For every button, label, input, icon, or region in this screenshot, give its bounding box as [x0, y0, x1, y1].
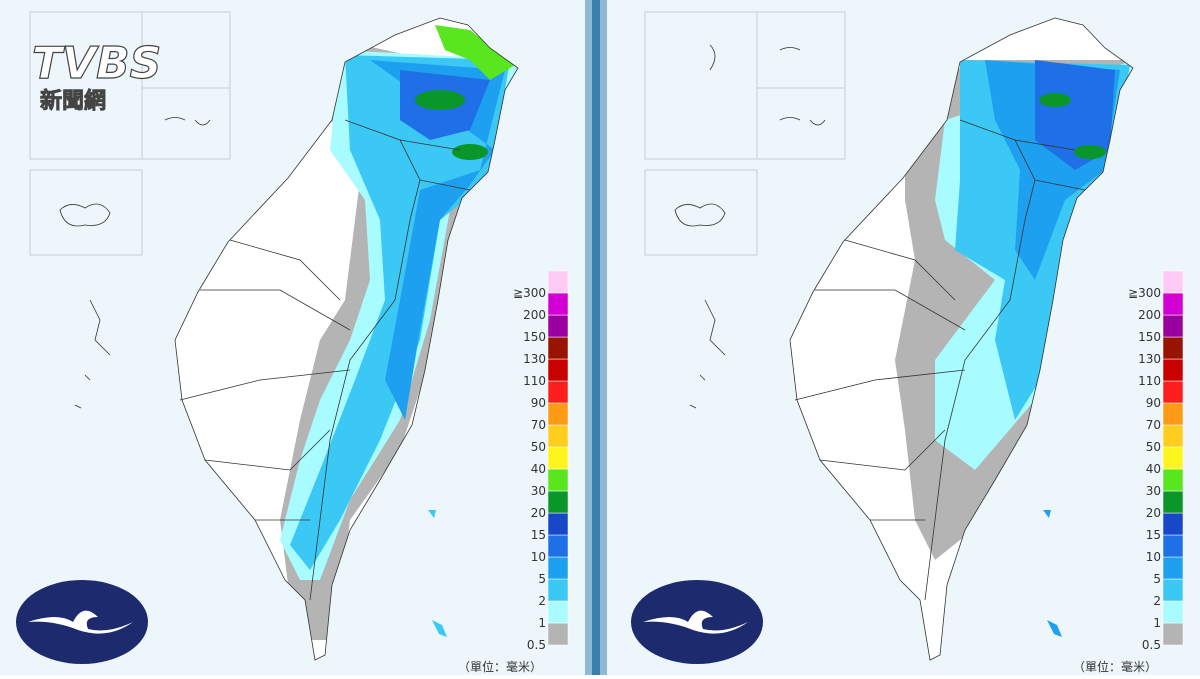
legend-swatch: [1162, 534, 1184, 558]
island: [164, 117, 211, 126]
legend-swatch: [547, 314, 569, 338]
legend-label: 200: [1138, 308, 1161, 322]
legend-swatch: [547, 292, 569, 316]
legend-swatch: [1162, 270, 1184, 294]
legend-swatch: [547, 468, 569, 492]
county-border: [794, 119, 1086, 601]
legend-label: 150: [523, 330, 546, 344]
logo-brand: TVBS: [32, 38, 161, 89]
legend-swatch: [1162, 358, 1184, 382]
legend-label: 90: [531, 396, 546, 410]
legend-swatch: [547, 512, 569, 536]
legend-swatch: [547, 358, 569, 382]
legend-label: 90: [1146, 396, 1161, 410]
legend-label: 1: [1153, 616, 1161, 630]
legend-label: 30: [1146, 484, 1161, 498]
legend-swatch: [1162, 512, 1184, 536]
tvbs-logo: TVBS 新聞網: [31, 37, 161, 114]
legend-label: 15: [1146, 528, 1161, 542]
legend-swatch: [547, 424, 569, 448]
legend-swatch: [547, 446, 569, 470]
island: [674, 203, 726, 227]
map-panel: [631, 11, 1134, 664]
legend-label: 40: [1146, 462, 1161, 476]
legend-swatch: [547, 578, 569, 602]
rainfall: [280, 25, 518, 640]
county-border: [179, 119, 471, 601]
legend-swatch: [1162, 578, 1184, 602]
legend-swatch: [1162, 402, 1184, 426]
legend-swatch: [1162, 468, 1184, 492]
legend-label: 70: [1146, 418, 1161, 432]
legend-swatch: [547, 270, 569, 294]
legend-label: 50: [531, 440, 546, 454]
legend-label: 0.5: [527, 638, 546, 652]
legend-label: 200: [523, 308, 546, 322]
legend-swatch: [1162, 622, 1184, 646]
legend-swatch: [1162, 556, 1184, 580]
legend-swatch: [547, 402, 569, 426]
legend-swatch: [1162, 314, 1184, 338]
legend-swatch: [547, 600, 569, 624]
legend-label: ≧300: [513, 286, 546, 300]
legend-label: 2: [1153, 594, 1161, 608]
legend-label: 30: [531, 484, 546, 498]
island: [709, 44, 826, 126]
cwb-swirl: [28, 610, 133, 634]
legend-swatch: [547, 556, 569, 580]
legend-label: 70: [531, 418, 546, 432]
legend-label: 10: [531, 550, 546, 564]
legend-label: 2: [538, 594, 546, 608]
island: [74, 299, 111, 409]
legend-swatch: [547, 380, 569, 404]
legend-swatch: [1162, 292, 1184, 316]
legend-swatch: [1162, 380, 1184, 404]
unit-label: （單位：毫米）: [1073, 659, 1157, 674]
legend-label: 5: [1153, 572, 1161, 586]
legend-swatch: [547, 622, 569, 646]
island: [59, 203, 111, 227]
legend-swatch: [1162, 336, 1184, 360]
legend-label: 10: [1146, 550, 1161, 564]
legend-label: 110: [523, 374, 546, 388]
inset-box: [29, 11, 231, 160]
legend-label: ≧300: [1128, 286, 1161, 300]
island: [689, 299, 726, 409]
inset-box: [644, 169, 758, 256]
divider-line: [592, 0, 600, 675]
legend-swatch: [547, 336, 569, 360]
unit-label: （單位：毫米）: [458, 659, 542, 674]
legend-label: 5: [538, 572, 546, 586]
legend-swatch: [547, 534, 569, 558]
legend-label: 130: [1138, 352, 1161, 366]
legend-label: 1: [538, 616, 546, 630]
legend-swatch: [547, 490, 569, 514]
inset-box: [29, 169, 143, 256]
legend-swatch: [1162, 600, 1184, 624]
legend-label: 0.5: [1142, 638, 1161, 652]
legend-label: 110: [1138, 374, 1161, 388]
inset-box: [644, 11, 846, 160]
rainfall: [895, 60, 1133, 560]
cwb-swirl: [643, 610, 748, 634]
legend-swatch: [1162, 446, 1184, 470]
legend-label: 15: [531, 528, 546, 542]
legends: 0.51251015203040507090110130150200≧300（單…: [458, 270, 1184, 674]
legend-label: 130: [523, 352, 546, 366]
logo-subtitle: 新聞網: [40, 88, 106, 114]
map-panel: [16, 11, 519, 664]
legend-label: 40: [531, 462, 546, 476]
legend-label: 20: [531, 506, 546, 520]
legend-label: 20: [1146, 506, 1161, 520]
legend-swatch: [1162, 424, 1184, 448]
legend-label: 150: [1138, 330, 1161, 344]
legend-label: 50: [1146, 440, 1161, 454]
legend-swatch: [1162, 490, 1184, 514]
